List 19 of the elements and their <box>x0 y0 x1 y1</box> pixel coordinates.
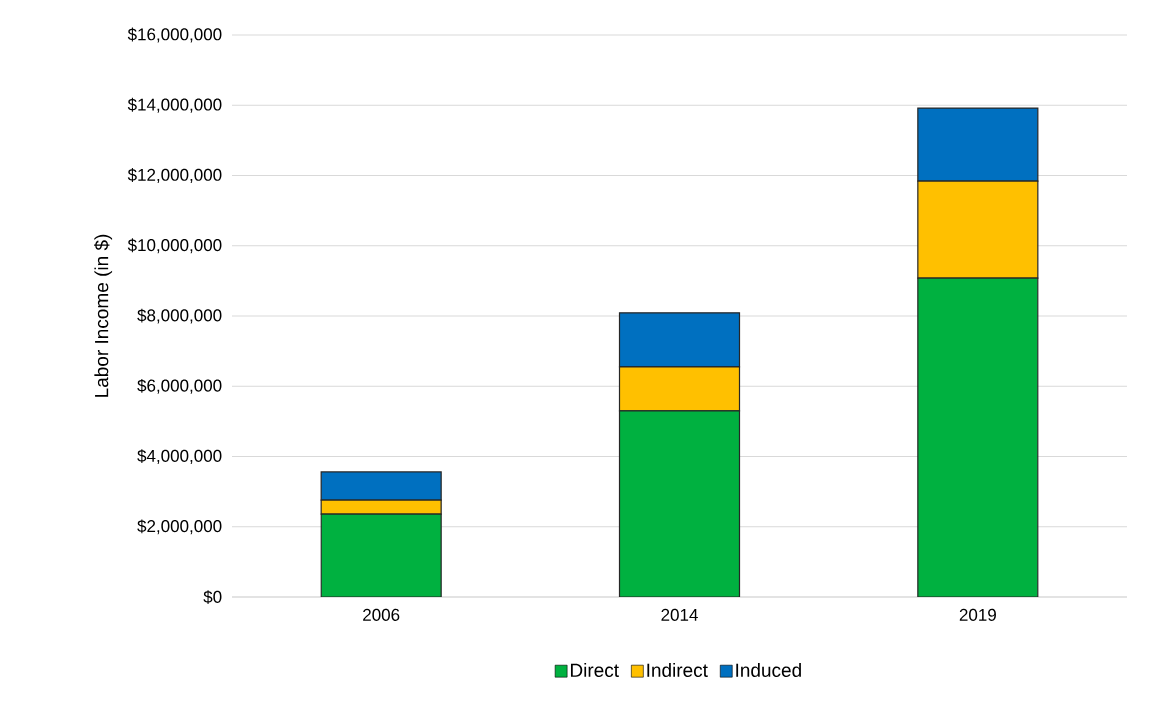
y-axis-title: Labor Income (in $) <box>94 234 113 397</box>
legend-label: Direct <box>570 663 619 677</box>
x-tick-label: 2019 <box>959 608 996 621</box>
y-tick-label: $2,000,000 <box>137 519 222 535</box>
bar <box>917 277 1039 597</box>
y-tick-label: $12,000,000 <box>127 168 222 183</box>
y-tick-label: $10,000,000 <box>127 238 222 254</box>
legend-label: Indirect <box>647 663 708 677</box>
y-tick-label: $4,000,000 <box>137 449 222 464</box>
y-tick-label: $0 <box>203 590 222 604</box>
y-tick-label: $8,000,000 <box>137 308 222 324</box>
y-tick-label: $14,000,000 <box>127 97 222 113</box>
legend-label: Induced <box>736 663 801 677</box>
bar <box>618 410 741 597</box>
bar <box>320 513 442 597</box>
x-tick-label: 2014 <box>661 608 698 621</box>
y-tick-label: $6,000,000 <box>137 378 222 394</box>
y-tick-label: $16,000,000 <box>127 27 222 43</box>
x-tick-label: 2006 <box>363 608 400 621</box>
